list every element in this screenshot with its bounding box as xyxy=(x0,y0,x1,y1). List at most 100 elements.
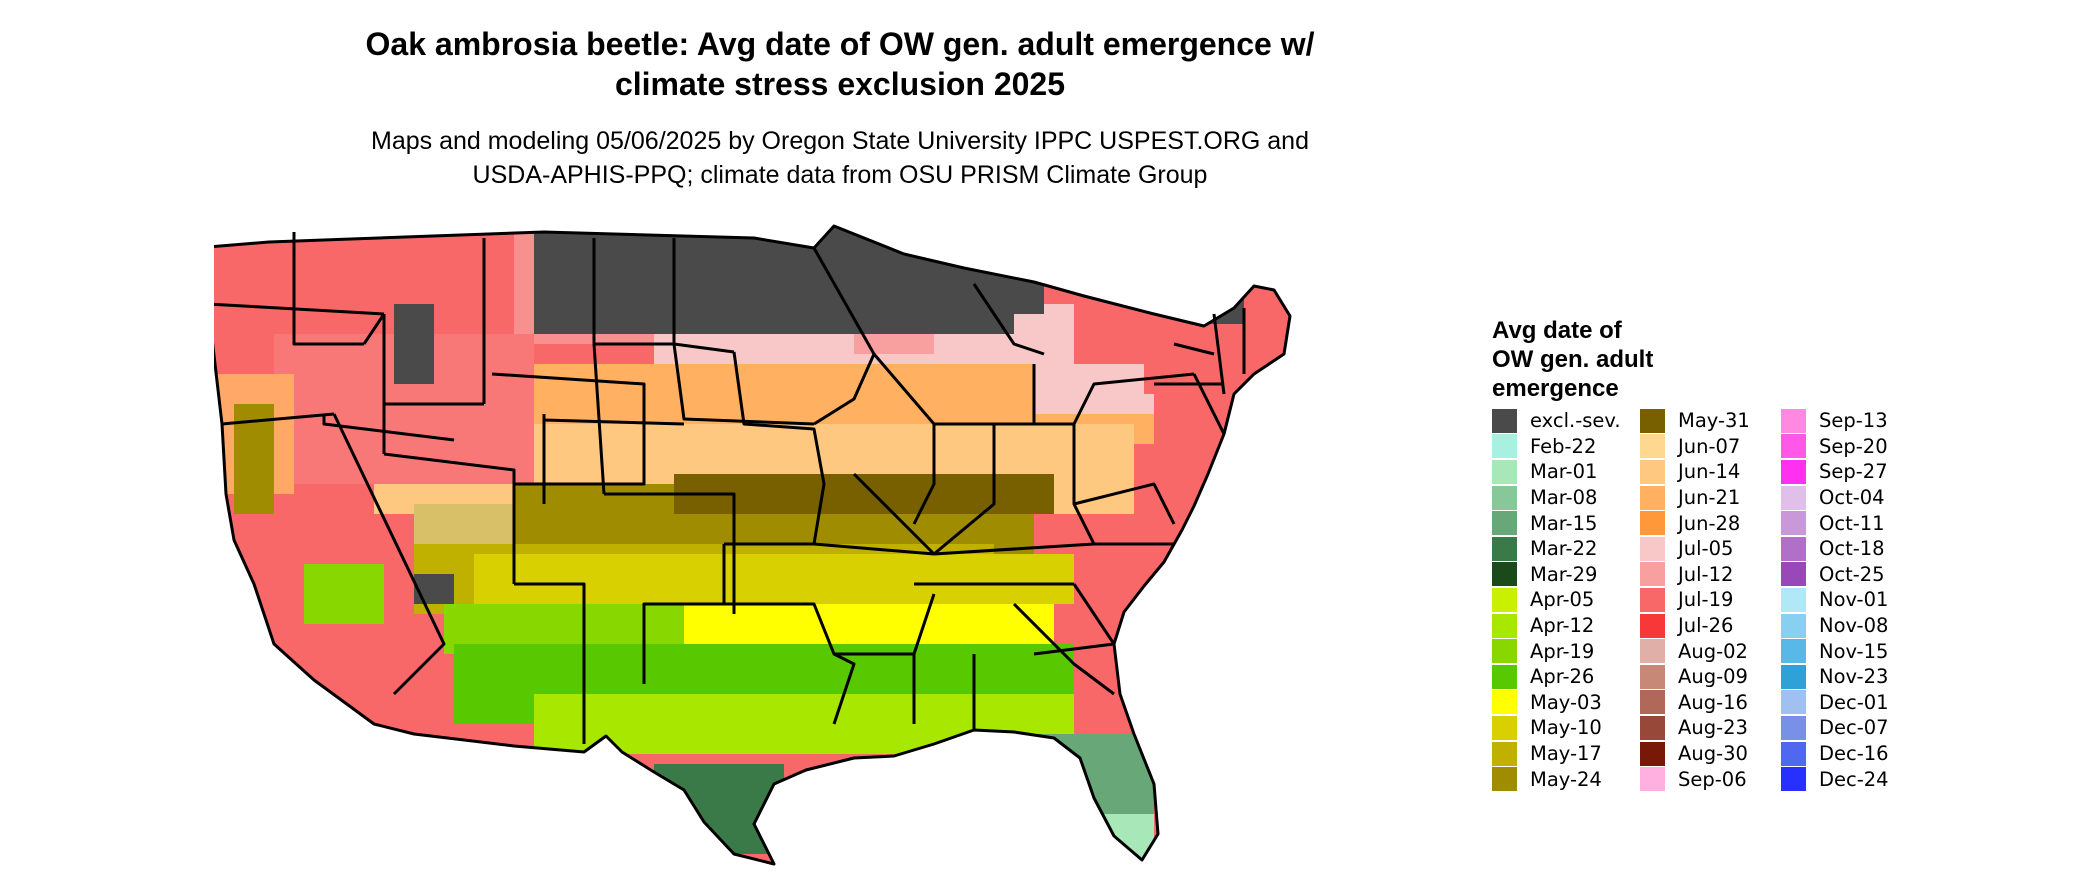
legend-swatch xyxy=(1492,767,1517,792)
legend-item: Oct-25 xyxy=(1781,562,1931,588)
legend-swatch xyxy=(1640,767,1665,792)
legend-label: Feb-22 xyxy=(1530,434,1597,458)
legend-label: May-03 xyxy=(1530,690,1602,714)
legend-swatch xyxy=(1640,664,1665,689)
legend-label: Nov-01 xyxy=(1819,588,1889,612)
legend-label: Sep-13 xyxy=(1819,409,1888,433)
legend-swatch xyxy=(1781,536,1806,561)
legend-item: Feb-22 xyxy=(1492,434,1642,460)
legend-column: May-31 Jun-07 Jun-14 Jun-21 Jun-28 Jul-05 Jul-… xyxy=(1640,408,1790,792)
legend-item: excl.-sev. xyxy=(1492,408,1642,434)
legend-item: Dec-01 xyxy=(1781,690,1931,716)
legend-swatch xyxy=(1492,562,1517,587)
legend-swatch xyxy=(1640,408,1665,433)
legend-swatch xyxy=(1640,715,1665,740)
legend-swatch xyxy=(1492,459,1517,484)
legend-swatch xyxy=(1640,587,1665,612)
legend-swatch xyxy=(1781,715,1806,740)
legend-swatch xyxy=(1640,485,1665,510)
legend-item: Jun-14 xyxy=(1640,459,1790,485)
legend-label: Mar-15 xyxy=(1530,511,1598,535)
legend-item: Apr-05 xyxy=(1492,587,1642,613)
legend-item: Jul-26 xyxy=(1640,613,1790,639)
legend-item: Nov-23 xyxy=(1781,664,1931,690)
legend-swatch xyxy=(1640,511,1665,536)
legend-label: Sep-27 xyxy=(1819,460,1888,484)
legend-item: May-31 xyxy=(1640,408,1790,434)
legend-swatch xyxy=(1640,690,1665,715)
legend-item: Mar-15 xyxy=(1492,510,1642,536)
legend-item: Jun-21 xyxy=(1640,485,1790,511)
legend-swatch xyxy=(1492,434,1517,459)
legend-item: Dec-24 xyxy=(1781,766,1931,792)
legend-label: Mar-08 xyxy=(1530,486,1598,510)
legend-label: Sep-06 xyxy=(1678,767,1747,791)
legend-column: excl.-sev. Feb-22 Mar-01 Mar-08 Mar-15 Mar-22… xyxy=(1492,408,1642,792)
legend-item: Mar-01 xyxy=(1492,459,1642,485)
legend-item: May-24 xyxy=(1492,766,1642,792)
legend-swatch xyxy=(1492,485,1517,510)
legend-title-line-1: Avg date of xyxy=(1492,317,1622,344)
legend-label: Apr-26 xyxy=(1530,665,1595,689)
legend-swatch xyxy=(1781,639,1806,664)
legend-label: Sep-20 xyxy=(1819,434,1888,458)
legend-item: Mar-29 xyxy=(1492,562,1642,588)
legend-item: Sep-06 xyxy=(1640,766,1790,792)
legend-item: Apr-26 xyxy=(1492,664,1642,690)
legend-item: Mar-08 xyxy=(1492,485,1642,511)
legend-label: Mar-01 xyxy=(1530,460,1598,484)
legend-label: Oct-25 xyxy=(1819,562,1885,586)
legend-swatch xyxy=(1640,459,1665,484)
legend-swatch xyxy=(1781,613,1806,638)
legend-swatch xyxy=(1781,690,1806,715)
legend-item: Mar-22 xyxy=(1492,536,1642,562)
legend-swatch xyxy=(1492,664,1517,689)
legend-item: Jul-05 xyxy=(1640,536,1790,562)
map-title-line-2: climate stress exclusion 2025 xyxy=(614,66,1066,102)
legend-item: Aug-02 xyxy=(1640,638,1790,664)
legend-swatch xyxy=(1492,511,1517,536)
legend-label: Jun-14 xyxy=(1678,460,1741,484)
legend-label: Dec-24 xyxy=(1819,767,1889,791)
legend-label: Mar-22 xyxy=(1530,537,1598,561)
legend-swatch xyxy=(1781,459,1806,484)
legend-label: May-17 xyxy=(1530,742,1602,766)
legend-item: May-10 xyxy=(1492,715,1642,741)
legend-item: Jun-28 xyxy=(1640,510,1790,536)
legend-swatch xyxy=(1492,408,1517,433)
legend-label: Jun-21 xyxy=(1678,486,1741,510)
legend-label: Jul-19 xyxy=(1678,588,1734,612)
legend-swatch xyxy=(1492,639,1517,664)
legend-item: Dec-16 xyxy=(1781,741,1931,767)
legend-label: Jul-05 xyxy=(1678,537,1734,561)
legend-item: Oct-04 xyxy=(1781,485,1931,511)
legend-title-line-2: OW gen. adult xyxy=(1492,346,1654,373)
legend-label: Dec-07 xyxy=(1819,716,1889,740)
legend-item: Nov-01 xyxy=(1781,587,1931,613)
map-subtitle: Maps and modeling 05/06/2025 by Oregon S… xyxy=(0,124,1680,192)
legend-label: Dec-01 xyxy=(1819,690,1889,714)
legend-label: Dec-16 xyxy=(1819,742,1889,766)
legend-title: Avg date of OW gen. adult emergence xyxy=(1492,316,1653,403)
legend-swatch xyxy=(1781,485,1806,510)
legend-label: Oct-18 xyxy=(1819,537,1885,561)
legend-swatch xyxy=(1640,434,1665,459)
legend-label: Jun-07 xyxy=(1678,434,1741,458)
legend-item: Aug-16 xyxy=(1640,690,1790,716)
legend-column: Sep-13 Sep-20 Sep-27 Oct-04 Oct-11 Oct-18 Oct-… xyxy=(1781,408,1931,792)
legend-swatch xyxy=(1492,715,1517,740)
legend-swatch xyxy=(1640,536,1665,561)
legend-label: Aug-23 xyxy=(1678,716,1748,740)
legend-item: Nov-15 xyxy=(1781,638,1931,664)
map-title: Oak ambrosia beetle: Avg date of OW gen.… xyxy=(0,24,1680,104)
legend-swatch xyxy=(1640,613,1665,638)
us-emergence-map xyxy=(214,224,1292,866)
legend-label: May-10 xyxy=(1530,716,1602,740)
legend-label: Aug-16 xyxy=(1678,690,1748,714)
legend-swatch xyxy=(1492,690,1517,715)
legend-swatch xyxy=(1640,562,1665,587)
legend-swatch xyxy=(1781,741,1806,766)
legend-label: Mar-29 xyxy=(1530,562,1598,586)
legend-item: Jul-19 xyxy=(1640,587,1790,613)
legend-item: Dec-07 xyxy=(1781,715,1931,741)
